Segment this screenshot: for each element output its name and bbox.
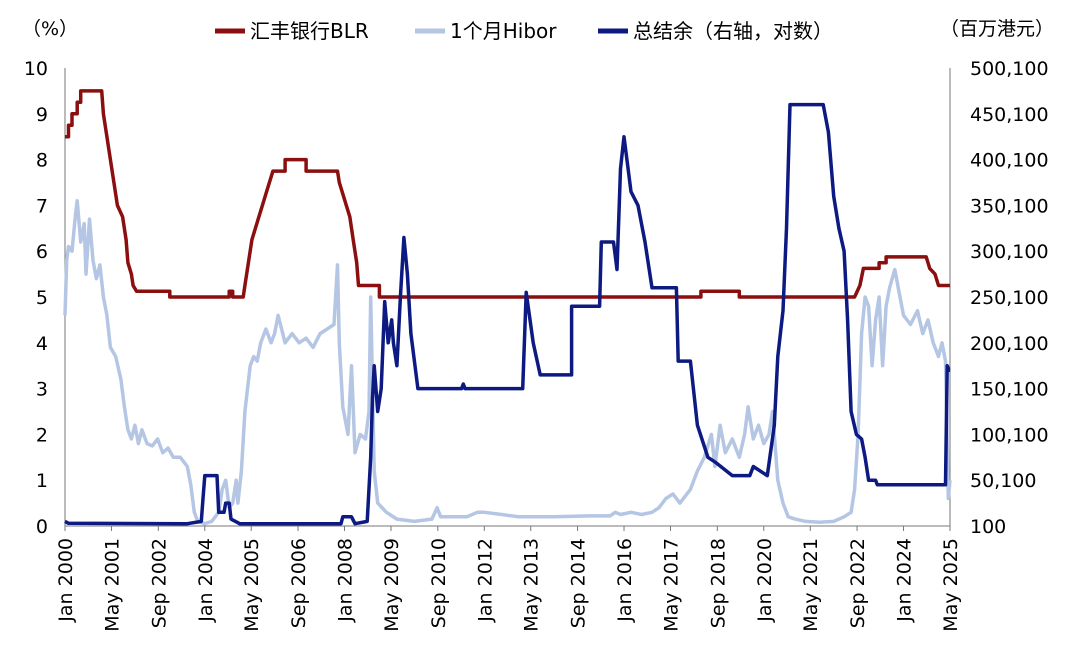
- right-tick-label: 300,100: [970, 241, 1049, 263]
- left-tick-labels: 0 1 2 3 4 5 6 7 8 9 10: [24, 58, 48, 538]
- x-tick-label: May 2017: [660, 538, 682, 632]
- left-tick-label: 3: [36, 379, 48, 401]
- left-tick-label: 5: [36, 287, 48, 309]
- right-tick-label: 200,100: [970, 333, 1049, 355]
- x-tick-label: May 2009: [381, 538, 403, 632]
- series-line-hibor: [63, 199, 952, 526]
- left-tick-label: 9: [36, 104, 48, 126]
- right-tick-label: 350,100: [970, 195, 1049, 217]
- left-tick-label: 0: [36, 516, 48, 538]
- right-tick-label: 50,100: [970, 470, 1036, 492]
- right-tick-label: 150,100: [970, 379, 1049, 401]
- right-tick-label: 100,100: [970, 424, 1049, 446]
- right-tick-label: 100: [970, 516, 1006, 538]
- series-line-balance: [64, 102, 951, 526]
- left-tick-label: 8: [36, 150, 48, 172]
- series-lines: [63, 89, 952, 526]
- legend-label-blr: 汇丰银行BLR: [250, 19, 369, 43]
- x-tick-label: May 2025: [940, 538, 962, 632]
- left-tick-label: 10: [24, 58, 48, 80]
- x-tick-label: Sep 2014: [568, 538, 590, 628]
- right-tick-label: 500,100: [970, 58, 1049, 80]
- x-tick-labels: Jan 2000 May 2001 Sep 2002 Jan 2004 May 2005…: [55, 526, 962, 632]
- x-tick-label: Jan 2020: [754, 538, 776, 623]
- left-tick-label: 4: [36, 333, 48, 355]
- right-tick-label: 450,100: [970, 104, 1049, 126]
- left-axis-unit: （%）: [22, 18, 78, 40]
- x-tick-label: Jan 2016: [614, 538, 636, 623]
- legend: 汇丰银行BLR 1个月Hibor 总结余（右轴，对数）: [215, 19, 833, 43]
- x-tick-label: May 2021: [800, 538, 822, 632]
- x-tick-label: May 2001: [101, 538, 123, 632]
- series-line-blr: [65, 89, 950, 299]
- left-tick-label: 2: [36, 424, 48, 446]
- x-tick-label: Jan 2024: [894, 538, 916, 623]
- x-tick-label: May 2013: [521, 538, 543, 632]
- right-tick-label: 250,100: [970, 287, 1049, 309]
- x-tick-label: Jan 2008: [335, 538, 357, 623]
- right-axis-unit: （百万港元）: [940, 18, 1054, 40]
- right-tick-label: 400,100: [970, 150, 1049, 172]
- x-tick-label: Sep 2006: [288, 538, 310, 628]
- right-tick-labels: 100 50,100 100,100 150,100 200,100 250,100 300…: [970, 58, 1049, 538]
- left-tick-label: 1: [36, 470, 48, 492]
- left-tick-label: 6: [36, 241, 48, 263]
- x-tick-label: May 2005: [241, 538, 263, 632]
- x-tick-label: Jan 2004: [195, 538, 217, 623]
- left-tick-label: 7: [36, 195, 48, 217]
- x-tick-label: Jan 2000: [55, 538, 77, 623]
- x-tick-label: Jan 2012: [474, 538, 496, 623]
- legend-label-balance: 总结余（右轴，对数）: [633, 19, 833, 43]
- x-tick-label: Sep 2018: [707, 538, 729, 628]
- x-tick-label: Sep 2002: [148, 538, 170, 628]
- x-tick-label: Sep 2022: [847, 538, 869, 628]
- legend-label-hibor: 1个月Hibor: [450, 19, 557, 43]
- x-tick-label: Sep 2010: [428, 538, 450, 628]
